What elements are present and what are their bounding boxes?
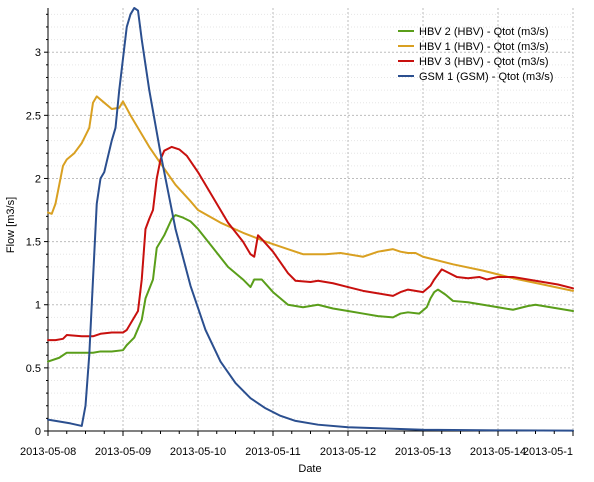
x-tick-label: 2013-05-08 <box>20 446 76 458</box>
grid-layer <box>47 8 574 432</box>
x-axis: 2013-05-08 2013-05-09 2013-05-10 2013-05-11… <box>20 431 574 458</box>
y-axis: 0 0.5 1 1.5 2 2.5 3 <box>26 13 48 438</box>
series-line-3 <box>47 145 574 342</box>
x-tick-label: 2013-05-09 <box>95 446 151 458</box>
y-tick-label: 1 <box>35 300 41 312</box>
x-tick-label: 2013-05-14 <box>470 446 526 458</box>
legend: HBV 2 (HBV) - Qtot (m3/s) HBV 1 (HBV) - Q… <box>398 26 553 83</box>
y-tick-label: 0 <box>35 426 41 438</box>
legend-label-3: HBV 3 (HBV) - Qtot (m3/s) <box>419 56 549 68</box>
y-tick-label: 3 <box>35 47 41 59</box>
x-tick-label: 2013-05-11 <box>245 446 300 458</box>
y-tick-label: 1.5 <box>26 237 41 249</box>
legend-label-2: HBV 1 (HBV) - Qtot (m3/s) <box>419 41 549 53</box>
x-tick-label: 2013-05-13 <box>395 446 451 458</box>
series-line-2 <box>47 95 574 292</box>
x-tick-label: 2013-05-10 <box>170 446 226 458</box>
legend-label-1: HBV 2 (HBV) - Qtot (m3/s) <box>419 26 549 38</box>
y-tick-label: 2.5 <box>26 110 41 122</box>
x-axis-label: Date <box>298 463 321 475</box>
y-tick-label: 2 <box>35 173 41 185</box>
x-tick-label: 2013-05-1 <box>523 446 573 458</box>
y-tick-label: 0.5 <box>26 363 41 375</box>
series-line-4 <box>47 7 574 432</box>
series-layer <box>47 7 574 432</box>
series-line-1 <box>47 214 574 363</box>
legend-label-4: GSM 1 (GSM) - Qtot (m3/s) <box>419 71 553 83</box>
x-tick-label: 2013-05-12 <box>320 446 376 458</box>
y-axis-label: Flow [m3/s] <box>5 197 17 253</box>
